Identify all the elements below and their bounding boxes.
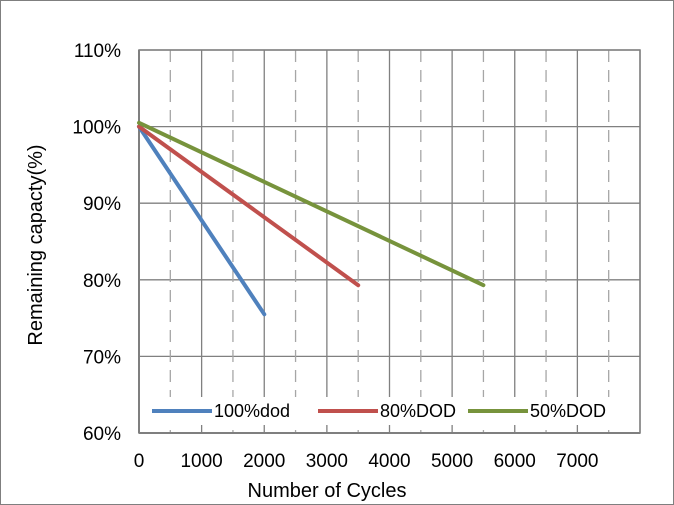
y-tick-label-0: 60% [83, 424, 121, 445]
tick-labels: 60% 70% 80% 90% 100% 110% 0 1000 2000 3000 4000 500… [72, 41, 598, 472]
legend-label-2: 50%DOD [530, 401, 606, 421]
series-line-0 [137, 124, 267, 317]
series-line-1 [137, 124, 361, 288]
y-tick-label-1: 70% [83, 347, 121, 368]
x-tick-label-0: 0 [134, 451, 145, 472]
x-tick-label-2: 2000 [243, 451, 285, 472]
y-axis-title: Remaining capacty(%) [25, 144, 47, 345]
y-tick-label-3: 90% [83, 194, 121, 215]
x-tick-label-3: 3000 [306, 451, 348, 472]
legend-label-0: 100%dod [214, 401, 290, 421]
y-tick-label-2: 80% [83, 271, 121, 292]
series-lines [137, 120, 486, 317]
plot-area [138, 49, 641, 434]
x-tick-label-5: 5000 [431, 451, 473, 472]
legend: 100%dod 80%DOD 50%DOD [145, 397, 637, 425]
legend-label-1: 80%DOD [380, 401, 456, 421]
x-tick-label-6: 6000 [494, 451, 536, 472]
series-line-2 [137, 120, 486, 288]
y-tick-label-5: 110% [74, 41, 121, 62]
y-tick-label-4: 100% [72, 118, 121, 139]
x-tick-label-7: 7000 [556, 451, 598, 472]
x-tick-label-4: 4000 [368, 451, 410, 472]
x-axis-title: Number of Cycles [248, 480, 407, 502]
legend-box [145, 397, 637, 425]
x-tick-label-1: 1000 [180, 451, 222, 472]
